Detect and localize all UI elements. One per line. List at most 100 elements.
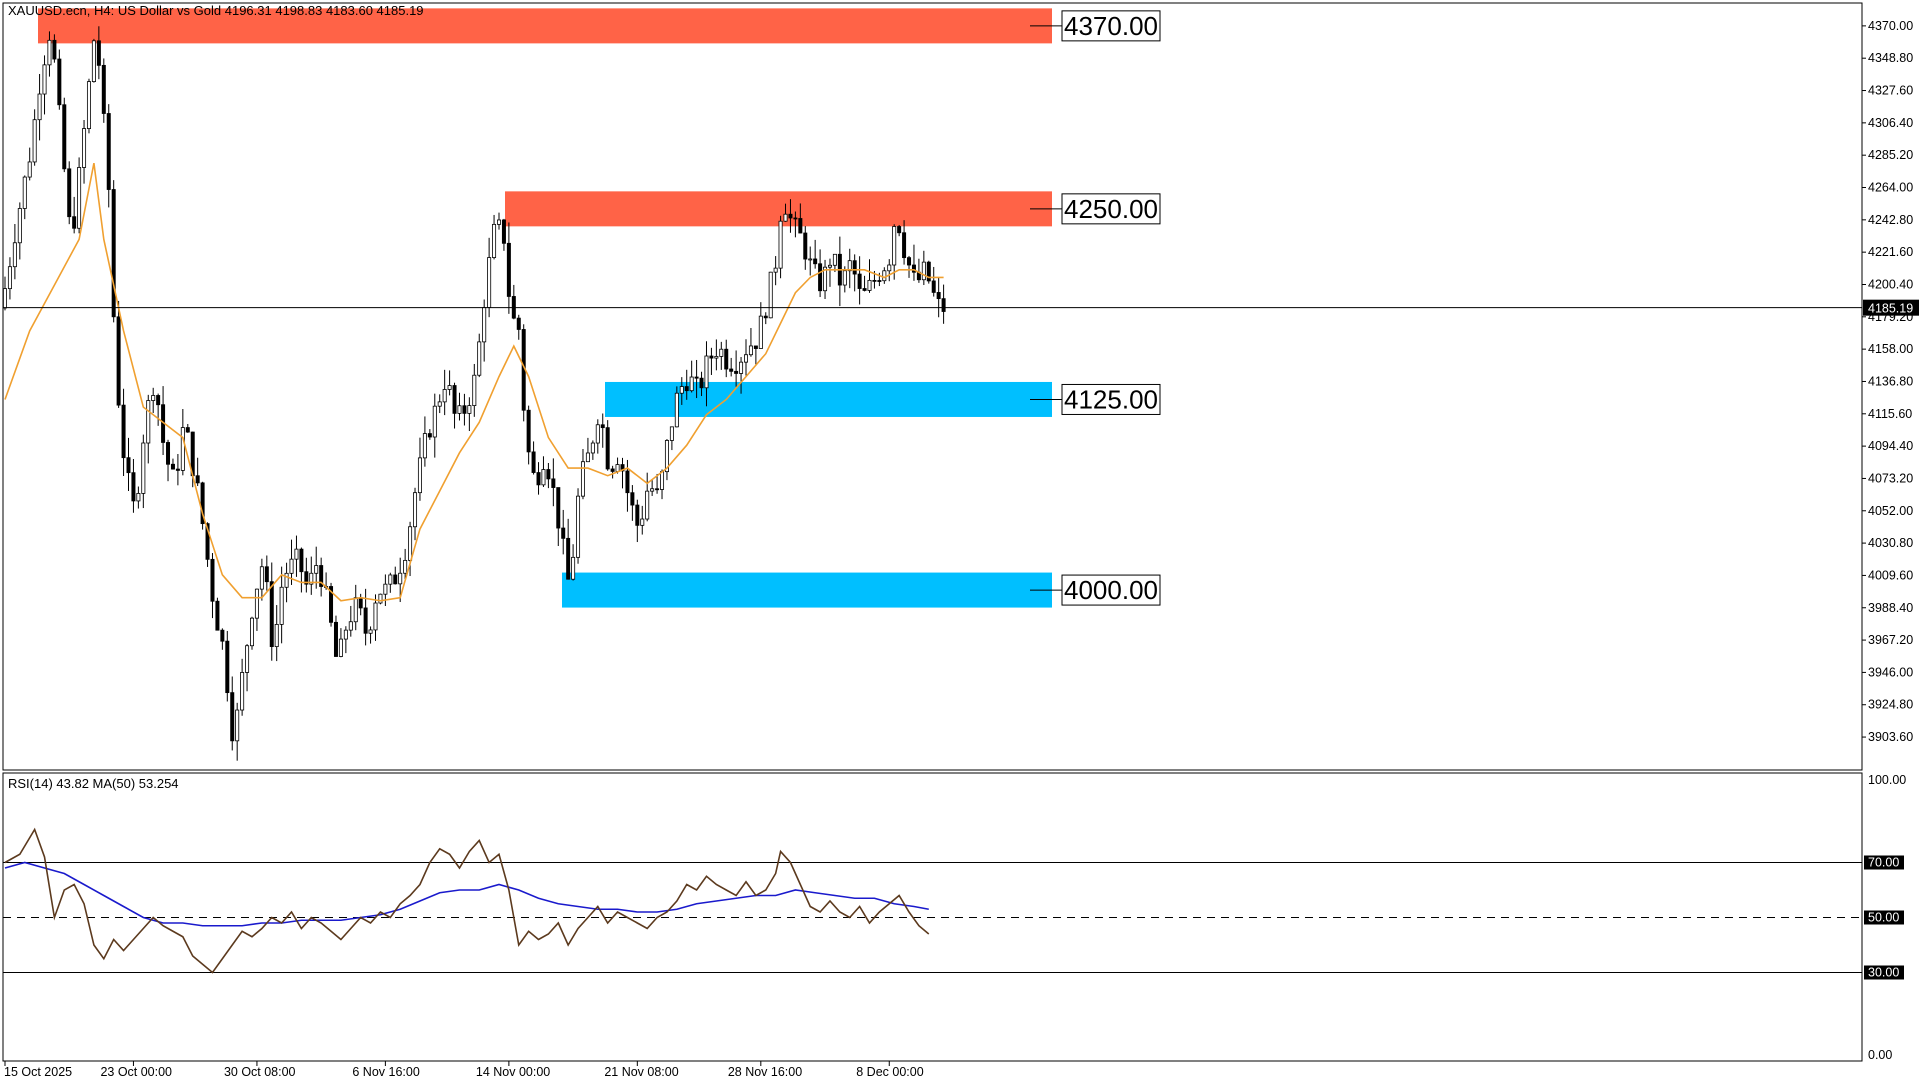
price-tick-label: 4348.80 xyxy=(1868,51,1913,65)
candle-body xyxy=(96,40,101,66)
candle-body xyxy=(22,176,27,209)
rsi-tick-badge xyxy=(1864,965,1904,980)
candle-body xyxy=(926,261,931,282)
candle-body xyxy=(304,571,309,585)
candle-body xyxy=(12,242,17,268)
candle-body xyxy=(67,168,72,218)
candle-body xyxy=(679,386,684,394)
candle-body xyxy=(482,307,487,343)
candle-body xyxy=(141,442,146,494)
candle-body xyxy=(235,709,240,742)
candle-body xyxy=(264,566,269,583)
candle-body xyxy=(230,692,235,742)
candle-body xyxy=(684,386,689,392)
candle-body xyxy=(314,565,319,574)
candle-body xyxy=(62,104,67,170)
candle-body xyxy=(827,264,832,268)
candle-body xyxy=(319,565,324,587)
time-tick-label: 30 Oct 08:00 xyxy=(224,1065,296,1079)
candle-body xyxy=(245,645,250,673)
candle-body xyxy=(492,223,497,258)
candle-body xyxy=(240,672,245,711)
candle-body xyxy=(758,315,763,349)
candle-body xyxy=(739,361,744,374)
candle-body xyxy=(393,574,398,585)
candle-body xyxy=(289,558,294,574)
rsi-header: RSI(14) 43.82 MA(50) 53.254 xyxy=(8,776,179,791)
candle-body xyxy=(699,377,704,389)
candle-body xyxy=(595,424,600,444)
candle-body xyxy=(3,288,8,309)
candle-body xyxy=(551,478,556,488)
candle-body xyxy=(724,348,729,370)
candle-body xyxy=(897,226,902,234)
candle-body xyxy=(496,219,501,225)
candle-body xyxy=(694,376,699,379)
candle-body xyxy=(215,600,220,631)
candle-body xyxy=(17,208,22,244)
candle-body xyxy=(220,629,225,642)
candle-body xyxy=(299,548,304,573)
candle-body xyxy=(358,597,363,609)
candle-body xyxy=(847,260,852,272)
candle-body xyxy=(640,518,645,526)
candle-body xyxy=(249,617,254,647)
candle-body xyxy=(106,113,111,190)
level-label-box xyxy=(1061,193,1161,225)
candle-body xyxy=(427,433,432,438)
price-tick-label: 3967.20 xyxy=(1868,633,1913,647)
candle-body xyxy=(86,81,91,129)
rsi-tick-label: 100.00 xyxy=(1868,773,1906,787)
candle-body xyxy=(487,257,492,308)
candle-body xyxy=(571,556,576,580)
candle-body xyxy=(590,442,595,454)
price-tick-label: 4285.20 xyxy=(1868,148,1913,162)
candle-body xyxy=(556,487,561,529)
price-tick-label: 4242.80 xyxy=(1868,213,1913,227)
candle-body xyxy=(121,404,126,459)
candle-body xyxy=(610,468,615,472)
candle-body xyxy=(536,472,541,486)
candle-body xyxy=(101,64,106,114)
candle-body xyxy=(892,226,897,266)
candle-body xyxy=(32,119,37,163)
candles xyxy=(3,26,946,761)
candle-body xyxy=(408,526,413,561)
candle-body xyxy=(131,472,136,502)
candle-body xyxy=(378,593,383,604)
candle-body xyxy=(788,213,793,219)
time-tick-label: 28 Nov 16:00 xyxy=(728,1065,802,1079)
level-label-box xyxy=(1061,574,1161,606)
level-label-4125: 4125.00 xyxy=(1064,384,1158,414)
price-tick-label: 4094.40 xyxy=(1868,439,1913,453)
level-zone-4000 xyxy=(562,572,1052,608)
candle-body xyxy=(660,471,665,490)
candle-body xyxy=(842,270,847,286)
candle-body xyxy=(872,279,877,282)
candle-body xyxy=(798,218,803,234)
candle-body xyxy=(645,490,650,520)
candle-body xyxy=(704,355,709,389)
candle-body xyxy=(91,40,96,83)
candle-body xyxy=(403,559,408,574)
candle-body xyxy=(778,220,783,269)
candle-body xyxy=(52,39,57,60)
candle-body xyxy=(57,58,62,106)
candle-body xyxy=(146,400,151,444)
candle-body xyxy=(82,128,87,168)
price-tick-label: 4009.60 xyxy=(1868,568,1913,582)
price-tick-label: 4073.20 xyxy=(1868,471,1913,485)
candle-body xyxy=(413,492,418,528)
candle-body xyxy=(259,566,264,590)
price-tick-label: 3924.80 xyxy=(1868,698,1913,712)
candle-body xyxy=(630,492,635,506)
level-label-4370: 4370.00 xyxy=(1064,11,1158,41)
candle-body xyxy=(793,217,798,220)
candle-body xyxy=(832,253,837,266)
candle-body xyxy=(77,167,82,229)
candle-body xyxy=(719,348,724,357)
rsi-tick-label: 70.00 xyxy=(1868,856,1899,870)
candle-body xyxy=(136,493,141,502)
candle-body xyxy=(156,395,161,406)
candle-body xyxy=(343,629,348,640)
